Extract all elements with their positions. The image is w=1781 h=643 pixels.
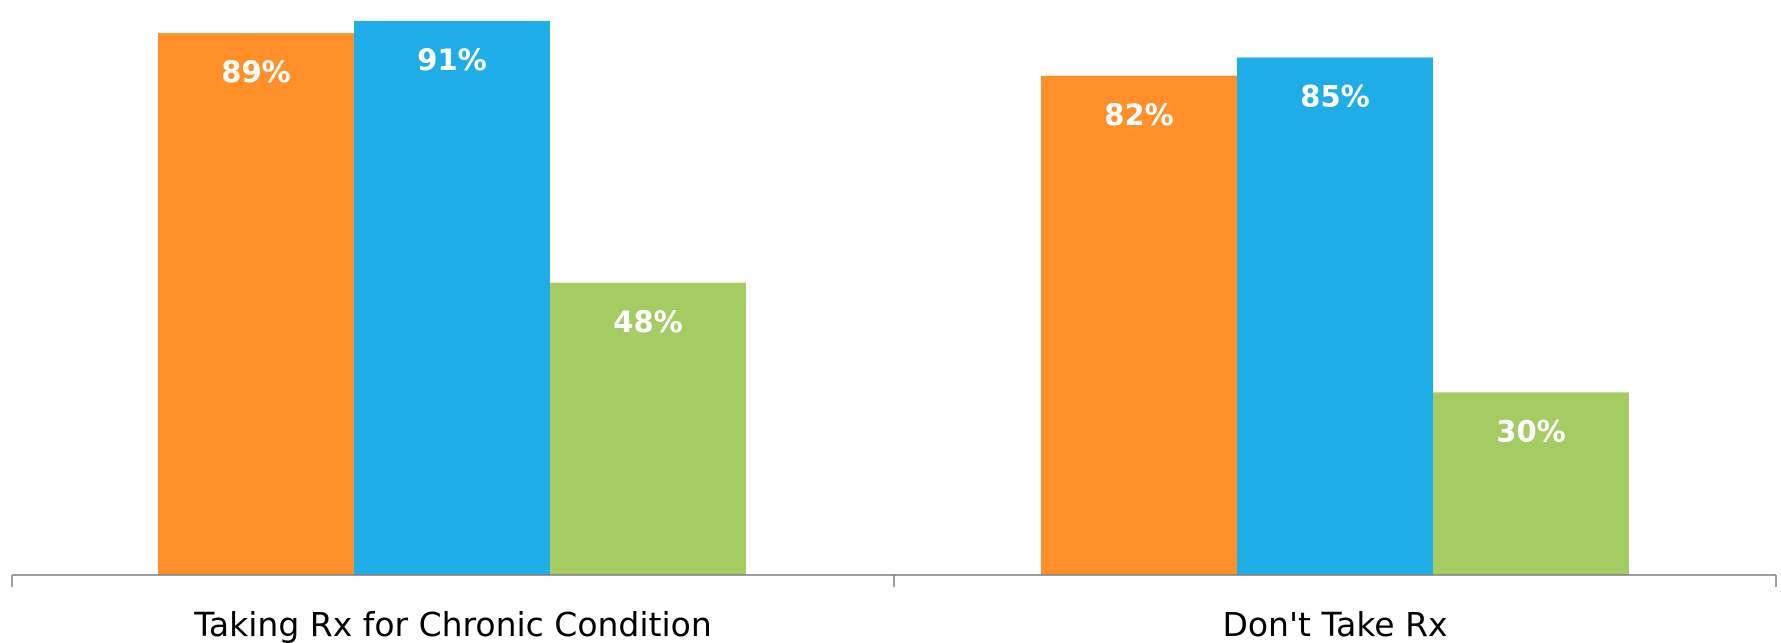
bar-value-label: 30% bbox=[1496, 414, 1565, 448]
bar-value-label: 85% bbox=[1300, 79, 1369, 113]
x-axis bbox=[11, 574, 1777, 587]
bar bbox=[354, 20, 550, 576]
bar-labels-group: 89% 82% 91% 85% 48% 30% bbox=[221, 43, 1565, 448]
bar bbox=[158, 33, 354, 575]
bar-value-label: 82% bbox=[1104, 98, 1173, 132]
bar bbox=[550, 282, 746, 575]
bar-value-label: 89% bbox=[221, 55, 290, 89]
bar-value-label: 48% bbox=[613, 305, 682, 339]
bar-value-label: 91% bbox=[417, 43, 486, 77]
bar bbox=[1041, 75, 1237, 576]
category-label: Taking Rx for Chronic Condition bbox=[193, 605, 712, 643]
bar bbox=[1433, 392, 1629, 575]
category-labels-group: Taking Rx for Chronic Condition Don't Ta… bbox=[193, 605, 1447, 643]
bar bbox=[1237, 57, 1433, 576]
category-label: Don't Take Rx bbox=[1222, 605, 1447, 643]
bars-group bbox=[158, 20, 1629, 576]
